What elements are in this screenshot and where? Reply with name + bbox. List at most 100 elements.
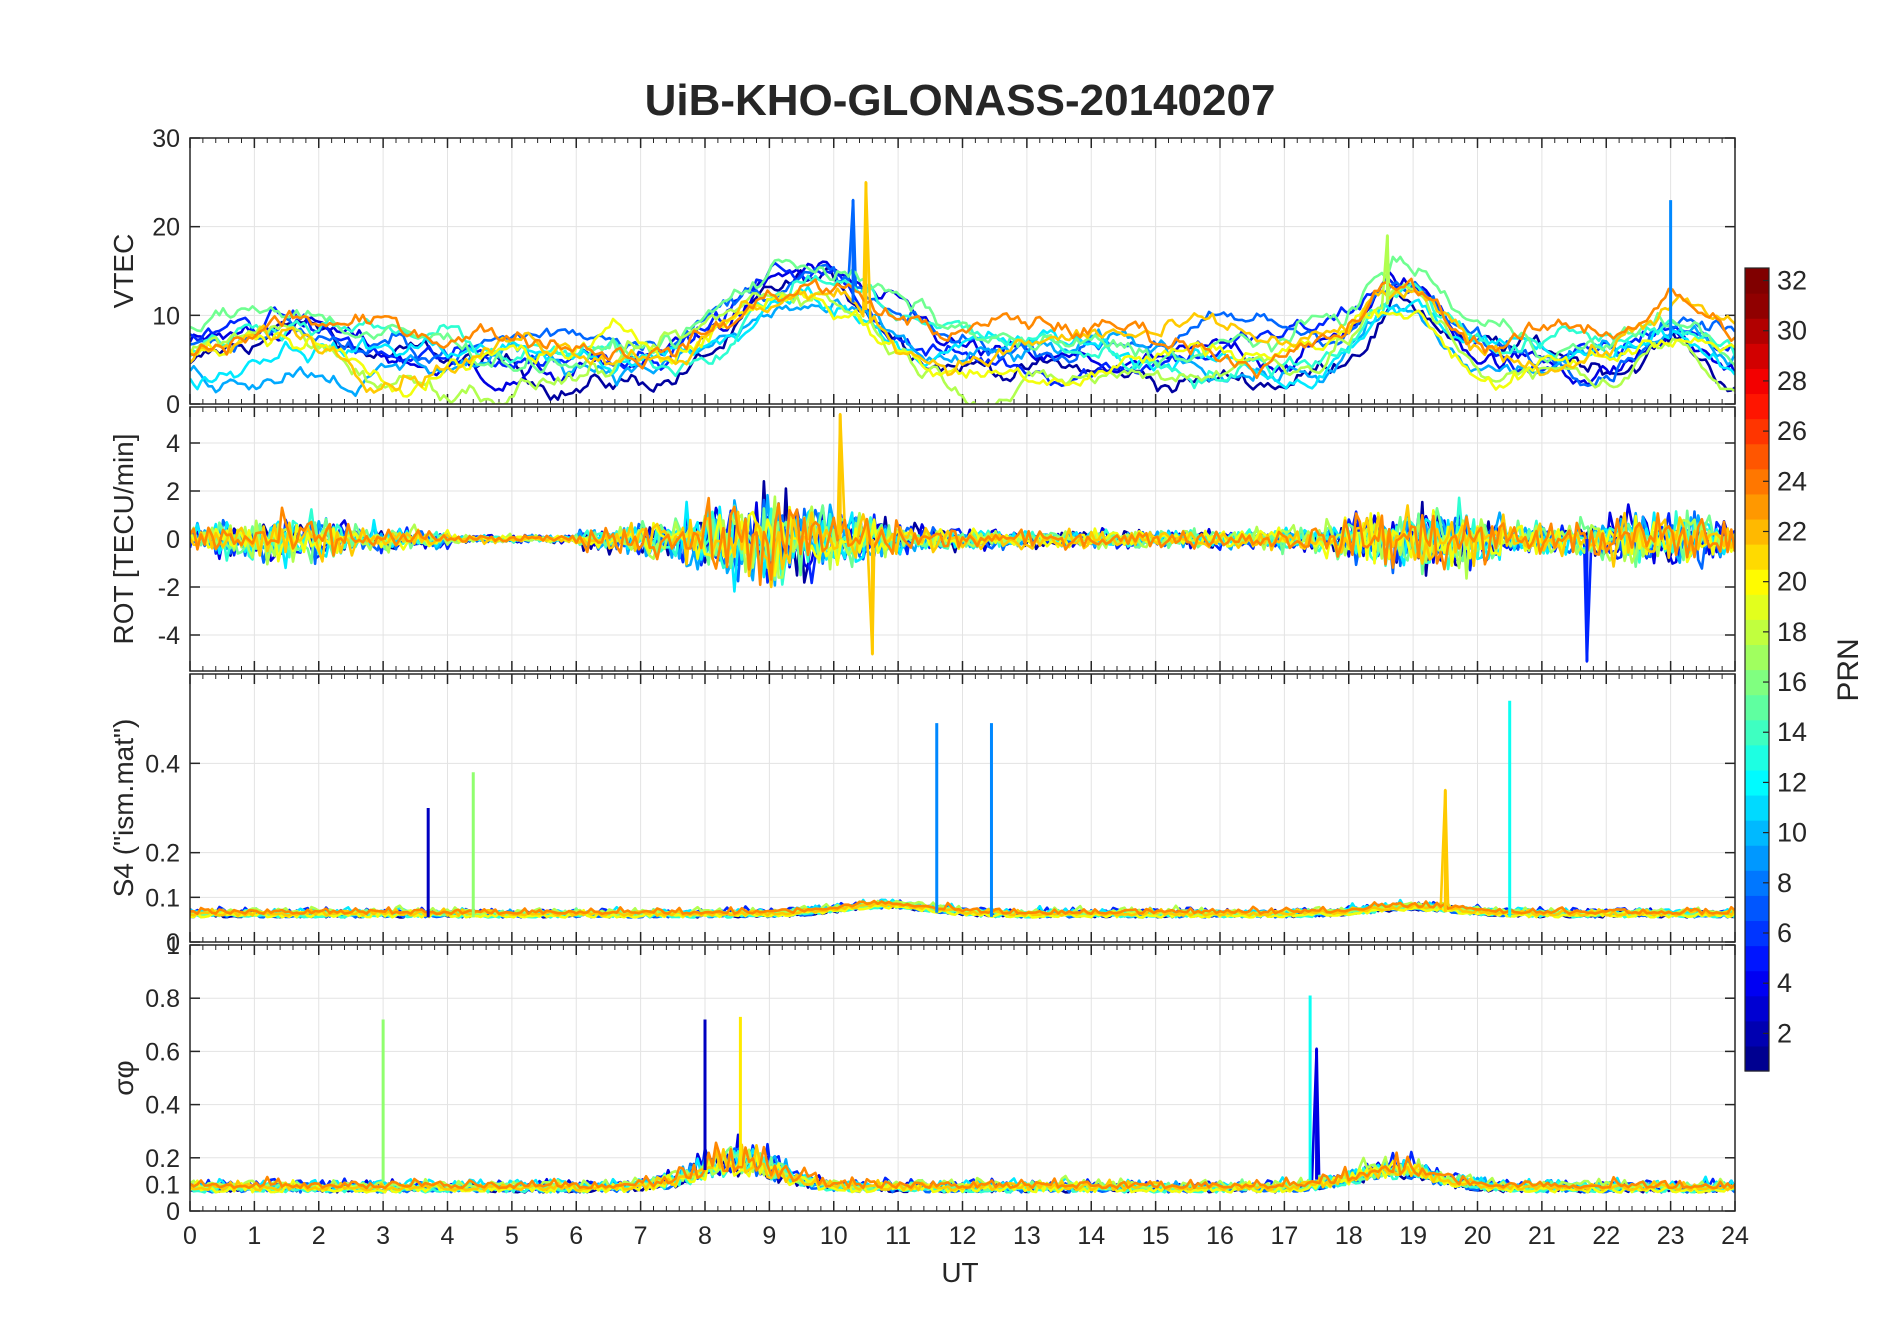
y-tick-label: 0 [166, 929, 180, 957]
x-tick-label: 21 [1528, 1222, 1556, 1250]
y-tick-label: 10 [152, 302, 180, 330]
y-axis-label: σφ [108, 1060, 139, 1095]
colorbar-segment [1745, 995, 1769, 1022]
colorbar-tick-label: 32 [1777, 266, 1807, 296]
colorbar-tick-label: 6 [1777, 918, 1792, 948]
x-tick-label: 16 [1206, 1222, 1234, 1250]
axes-frame [189, 137, 1736, 405]
colorbar-tick-label: 8 [1777, 868, 1792, 898]
series-line-prn-18 [190, 234, 1735, 404]
x-tick-label: 20 [1464, 1222, 1492, 1250]
colorbar-tick-label: 14 [1777, 717, 1807, 747]
x-tick-label: 24 [1721, 1222, 1749, 1250]
colorbar-segment [1745, 744, 1769, 771]
x-tick-label: 4 [441, 1222, 455, 1250]
colorbar-tick-label: 10 [1777, 818, 1807, 848]
y-tick-label: 0.2 [145, 1145, 180, 1173]
series-group [190, 181, 1735, 404]
x-tick-label: 13 [1013, 1222, 1041, 1250]
series-group [190, 1047, 1735, 1194]
y-tick-label: 0.8 [145, 985, 180, 1013]
y-tick-label: -4 [158, 622, 180, 650]
chart-title: UiB-KHO-GLONASS-20140207 [645, 76, 1276, 125]
colorbar-segment [1745, 1045, 1769, 1072]
series-line-prn-24 [190, 1141, 1735, 1190]
colorbar-tick-label: 22 [1777, 516, 1807, 546]
x-tick-label: 19 [1399, 1222, 1427, 1250]
x-tick-label: 15 [1142, 1222, 1170, 1250]
x-tick-label: 5 [505, 1222, 519, 1250]
colorbar-tick-label: 24 [1777, 466, 1807, 496]
x-tick-label: 23 [1657, 1222, 1685, 1250]
y-tick-label: 0 [166, 391, 180, 419]
x-tick-label: 6 [569, 1222, 583, 1250]
colorbar-tick-label: 16 [1777, 667, 1807, 697]
y-tick-label: 0.4 [145, 1092, 180, 1120]
colorbar-tick-label: 2 [1777, 1018, 1792, 1048]
series-group [190, 788, 1735, 919]
colorbar-segment [1745, 544, 1769, 570]
y-tick-label: 0.1 [145, 884, 180, 912]
colorbar-tick-label: 18 [1777, 617, 1807, 647]
colorbar-segment [1745, 895, 1769, 922]
y-tick-label: 4 [166, 430, 180, 458]
series-line-prn-24 [190, 277, 1735, 380]
y-tick-label: 0.6 [145, 1038, 180, 1066]
panel-vtec: 0 10 20 30 VTEC [108, 125, 1736, 419]
x-tick-label: 22 [1592, 1222, 1620, 1250]
y-tick-label: 1 [166, 932, 180, 960]
colorbar-tick-label: 28 [1777, 366, 1807, 396]
colorbar-segment [1745, 443, 1769, 470]
series-line-prn-14 [190, 274, 1735, 390]
series-group [190, 412, 1735, 663]
y-tick-label: -2 [158, 574, 180, 602]
colorbar-segment [1745, 293, 1769, 319]
axes-frame [189, 944, 1736, 1212]
y-tick-label: 0 [166, 526, 180, 554]
colorbar-segment [1745, 945, 1769, 972]
x-tick-label: 14 [1077, 1222, 1105, 1250]
x-tick-label: 17 [1270, 1222, 1298, 1250]
colorbar-segment [1745, 644, 1769, 671]
colorbar-segment [1745, 393, 1769, 420]
series-line-prn-22 [190, 1143, 1735, 1192]
y-tick-label: 2 [166, 478, 180, 506]
y-axis-label: S4 ("ism.mat") [108, 719, 139, 898]
colorbar-segment [1745, 493, 1769, 520]
x-tick-label: 0 [183, 1222, 197, 1250]
y-tick-label: 0 [166, 1198, 180, 1226]
panel-s4: 0 0.1 0.2 0.4S4 ("ism.mat") [108, 673, 1736, 957]
series-line-prn-20 [190, 289, 1735, 398]
y-axis-label: VTEC [108, 234, 139, 309]
colorbar-segment [1745, 343, 1769, 369]
colorbar-tick-label: 12 [1777, 767, 1807, 797]
series-line-prn-22 [190, 412, 1735, 656]
axes-frame [189, 406, 1736, 672]
colorbar-segment [1745, 845, 1769, 871]
x-tick-label: 12 [949, 1222, 977, 1250]
colorbar-frame [1744, 267, 1770, 1072]
colorbar-segment [1745, 594, 1769, 620]
x-tick-label: 3 [376, 1222, 390, 1250]
y-tick-label: 30 [152, 125, 180, 153]
panel-rot: -4 -2 0 2 4 ROT [TECU/min] [108, 406, 1736, 672]
x-tick-label: 8 [698, 1222, 712, 1250]
x-tick-label: 1 [247, 1222, 261, 1250]
x-tick-label: 10 [820, 1222, 848, 1250]
series-line-prn-24 [190, 899, 1735, 916]
x-tick-label: 7 [634, 1222, 648, 1250]
panel-sigphi: 0 1 2 3 4 5 6 7 8 9 10 11 12 13 14 15 16 17 18 19 20 21 22 23 24… [108, 932, 1749, 1250]
x-tick-label: 9 [762, 1222, 776, 1250]
x-tick-label: 18 [1335, 1222, 1363, 1250]
colorbar-tick-label: 20 [1777, 567, 1807, 597]
axes-frame [189, 673, 1736, 943]
y-tick-label: 0.4 [145, 750, 180, 778]
colorbar-tick-label: 4 [1777, 968, 1792, 998]
colorbar-label: PRN [1832, 638, 1865, 701]
x-axis-label: UT [941, 1257, 978, 1288]
y-tick-label: 0.2 [145, 840, 180, 868]
colorbar-segment [1745, 694, 1769, 721]
